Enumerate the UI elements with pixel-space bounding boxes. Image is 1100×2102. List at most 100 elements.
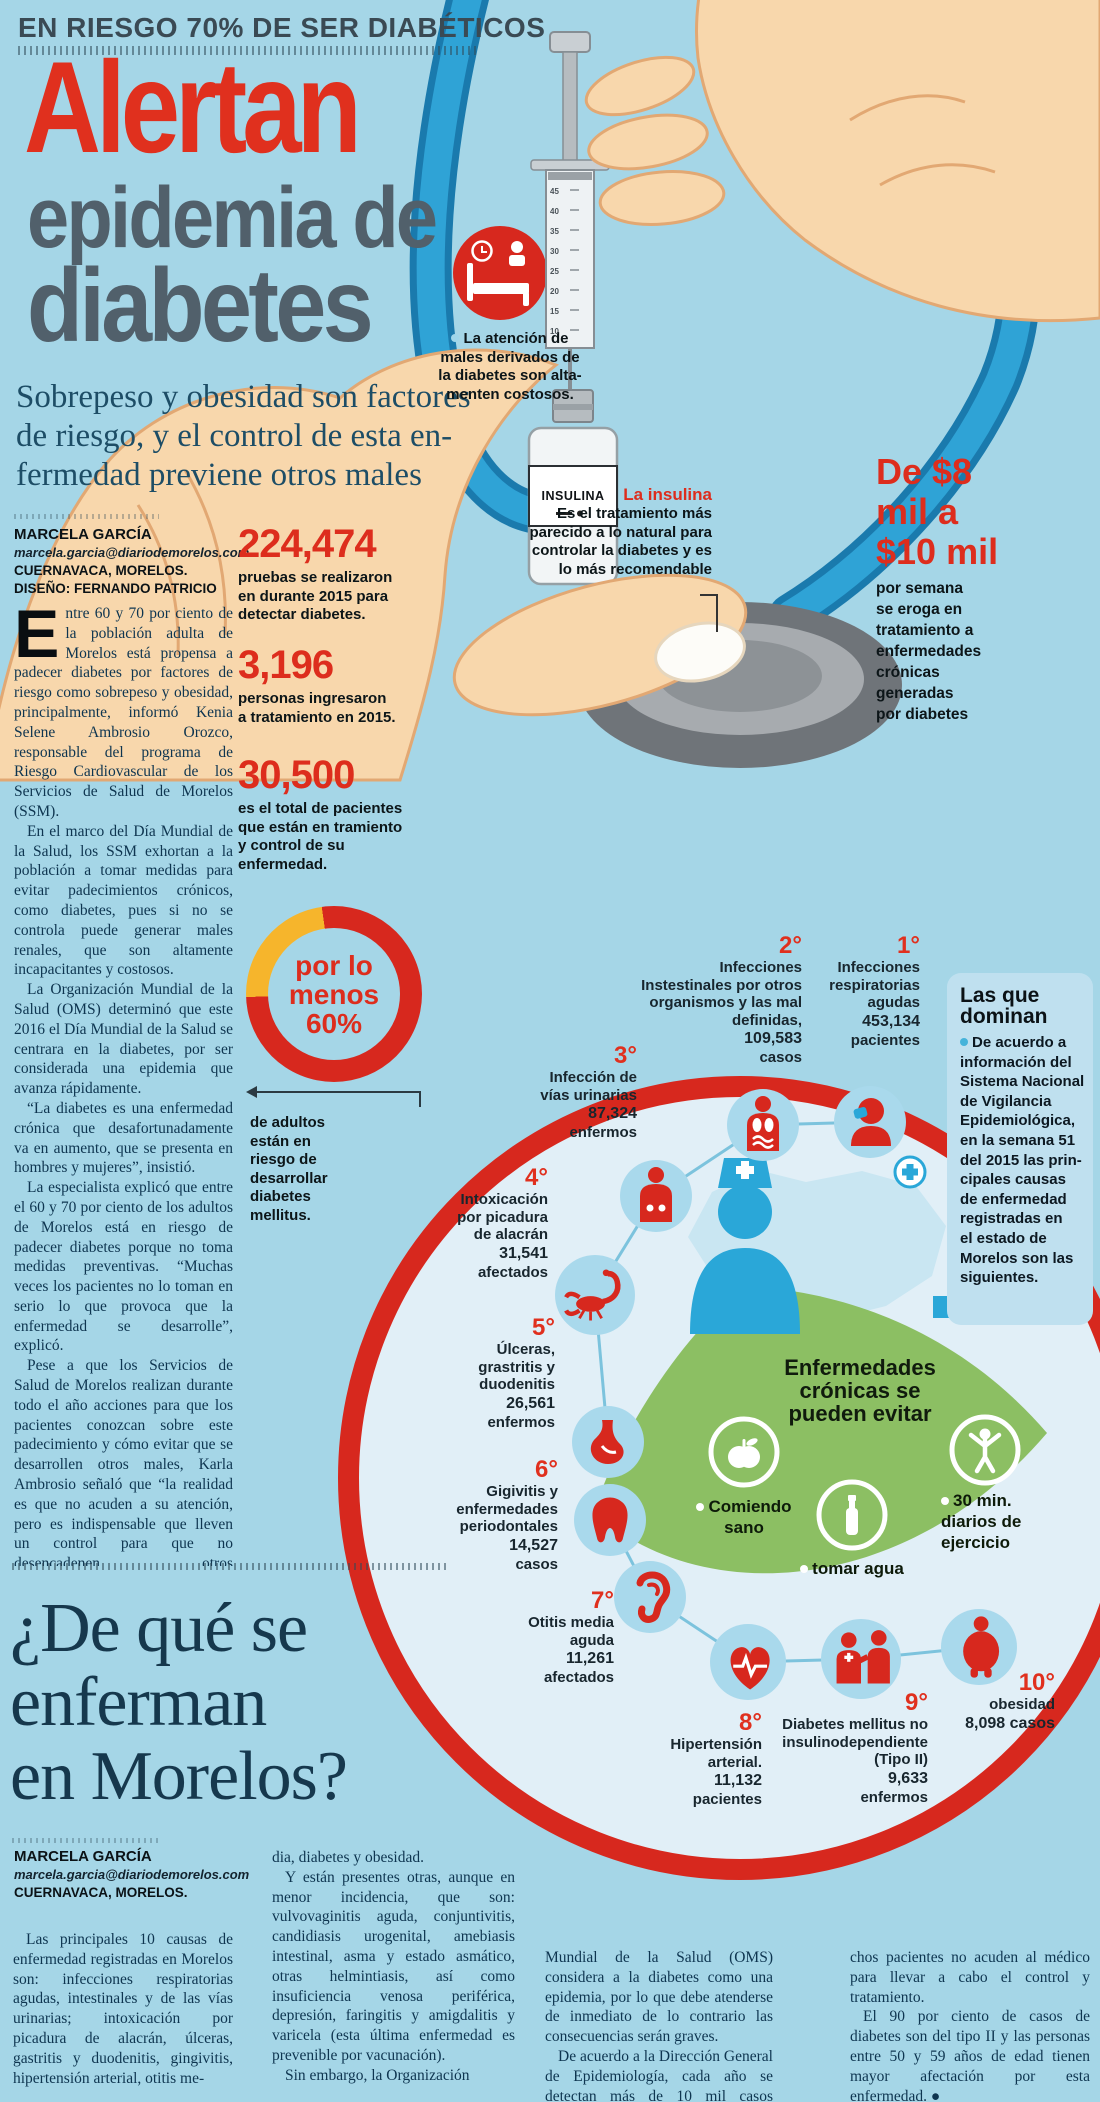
donut-pointer-tick xyxy=(419,1091,421,1107)
donut-chart: por lo menos 60% xyxy=(246,906,422,1082)
disease-figure: 14,527 xyxy=(509,1536,558,1554)
stat-value-admitted: 3,196 xyxy=(238,643,334,687)
disease-rank: 9° xyxy=(905,1689,928,1716)
costly-care-note: La atención de males derivados de la dia… xyxy=(438,330,582,403)
byline-location: CUERNAVACA, MORELOS. xyxy=(14,563,188,578)
disease-name: Infecciones Instestinales por otros orga… xyxy=(641,959,802,1029)
intestinal-infection-icon xyxy=(727,1089,799,1161)
urinary-infection-icon xyxy=(620,1160,692,1232)
prevention-fan xyxy=(594,1286,1047,1574)
deck: Sobrepeso y obesidad son factores de rie… xyxy=(16,379,471,493)
hand-top-illustration xyxy=(584,0,1100,323)
headline-word-1: Alertan xyxy=(24,34,362,180)
apple-icon xyxy=(706,1414,782,1490)
medical-cross-badge-icon xyxy=(893,1155,927,1189)
respiratory-infection-icon xyxy=(834,1086,906,1158)
disease-rank: 1° xyxy=(897,932,920,959)
bottom-paragraph: dia, diabetes y obesidad. xyxy=(272,1849,424,1866)
disease-7: 7° Otitis media aguda 11,261 afectados xyxy=(478,1588,614,1687)
disease-name: Hipertensión arterial. xyxy=(670,1736,762,1771)
disease-5: 5° Úlceras, grastritis y duodenitis 26,5… xyxy=(428,1315,555,1431)
byline-rule xyxy=(14,514,159,519)
disease-1: 1° Infecciones respiratorias agudas 453,… xyxy=(775,933,920,1049)
vial-label: INSULINA xyxy=(541,489,604,503)
disease-figure: 8,098 casos xyxy=(965,1714,1055,1732)
disease-rank: 5° xyxy=(532,1314,555,1341)
disease-rank: 4° xyxy=(525,1164,548,1191)
bullet-icon xyxy=(941,1497,949,1505)
bottom-column-4: chos pacientes no acuden al médico para … xyxy=(850,1948,1090,2102)
article-paragraph: La especialista explicó que entre el 60 … xyxy=(14,1179,233,1355)
prevention-item-exercise: 30 min. diarios de ejercicio xyxy=(941,1491,1022,1552)
disease-name: Úlceras, grastritis y duodenitis xyxy=(478,1341,555,1393)
byline-email: marcela.garcia@diariodemorelos.com xyxy=(14,545,250,560)
disease-unit: pacientes xyxy=(692,1791,762,1808)
disease-name: Infecciones respiratorias agudas xyxy=(829,959,920,1011)
dominant-text: De acuerdo a información del Sistema Nac… xyxy=(960,1034,1085,1287)
disease-figure: 11,132 xyxy=(713,1772,762,1789)
byline2-location: CUERNAVACA, MORELOS. xyxy=(14,1885,188,1900)
stat-value-total: 30,500 xyxy=(238,753,355,797)
byline2-author: MARCELA GARCÍA xyxy=(14,1848,152,1865)
disease-figure: 87,324 xyxy=(588,1105,637,1122)
section-divider-rule xyxy=(12,1563,446,1570)
article-paragraph: En el marco del Día Mundial de la Salud,… xyxy=(14,822,233,979)
tooth-icon xyxy=(574,1484,646,1556)
disease-unit: enfermos xyxy=(487,1413,555,1431)
syringe-icon xyxy=(530,31,610,410)
bottom-paragraph: chos pacientes no acuden al médico para … xyxy=(850,1949,1090,2006)
disease-unit: enfermos xyxy=(860,1788,928,1806)
disease-name: obesidad xyxy=(989,1696,1055,1713)
heart-ekg-icon xyxy=(710,1624,786,1700)
bottom-paragraph: El 90 por ciento de casos de diabetes so… xyxy=(850,2008,1090,2102)
donut-caption: de adultos están en riesgo de desarrolla… xyxy=(250,1114,328,1224)
arrow-left-icon xyxy=(246,1086,257,1098)
article-paragraph: La Organización Mundial de la Salud (OMS… xyxy=(14,981,233,1098)
disease-name: Intoxicación por picadura de alacrán xyxy=(457,1191,548,1243)
disease-rank: 6° xyxy=(535,1456,558,1483)
prevention-title: Enfermedades crónicas se pueden evitar xyxy=(784,1355,936,1426)
disease-figure: 109,583 xyxy=(744,1030,802,1047)
article-paragraph: Pese a que los Servicios de Salud de Mor… xyxy=(14,1357,233,1566)
water-bottle-icon xyxy=(814,1477,890,1553)
hospital-bed-icon xyxy=(453,226,547,320)
disease-figure: 453,134 xyxy=(862,1012,920,1030)
disease-9: 9° Diabetes mellitus no insulinodependie… xyxy=(768,1690,928,1806)
bullet-icon xyxy=(451,334,460,342)
donut-hole: por lo menos 60% xyxy=(268,928,400,1060)
thumb-illustration xyxy=(452,573,748,717)
insulin-vial: INSULINA xyxy=(527,389,619,586)
disease-unit: afectados xyxy=(477,1263,548,1281)
disease-rank: 3° xyxy=(614,1042,637,1069)
bottom-column-2: dia, diabetes y obesidad. Y están presen… xyxy=(272,1848,515,2102)
disease-figure: 9,633 xyxy=(887,1769,928,1787)
disease-2: 2° Infecciones Instestinales por otros o… xyxy=(612,933,802,1067)
disease-unit: casos xyxy=(759,1049,802,1066)
insulin-title: La insulina xyxy=(623,485,712,504)
kicker-rule xyxy=(18,46,480,55)
section2-title: ¿De qué se enferman en Morelos? xyxy=(10,1590,348,1815)
disease-name: Diabetes mellitus no insulinodependiente… xyxy=(782,1716,928,1768)
disease-8: 8° Hipertensión arterial. 11,132 pacient… xyxy=(628,1710,762,1809)
bullet-icon xyxy=(800,1565,809,1573)
disease-unit: afectados xyxy=(543,1669,614,1686)
disease-10: 10° obesidad 8,098 casos xyxy=(935,1670,1055,1734)
price-caption: por semana se eroga en tratamiento a enf… xyxy=(876,580,982,723)
disease-figure: 26,561 xyxy=(506,1394,555,1412)
stat-caption-admitted: personas ingresaron a tratamiento en 201… xyxy=(238,690,396,726)
bottom-column-3: Mundial de la Salud (OMS) considera a la… xyxy=(545,1948,773,2102)
exercise-icon xyxy=(947,1412,1023,1488)
syringe-scale: 45 40 35 30 25 20 15 10 xyxy=(550,187,559,336)
disease-unit: pacientes xyxy=(850,1031,920,1049)
byline-author: MARCELA GARCÍA xyxy=(14,526,152,543)
dominant-box: Las que dominan De acuerdo a información… xyxy=(947,973,1093,1325)
kicker: EN RIESGO 70% DE SER DIABÉTICOS xyxy=(18,12,546,43)
bottom-paragraph: Y están presentes otras, aunque en menor… xyxy=(272,1868,515,2064)
stat-caption-total: es el total de pacientes que están en tr… xyxy=(238,800,403,873)
bullet-icon xyxy=(696,1503,705,1511)
obesity-icon xyxy=(941,1609,1017,1685)
bottom-paragraph: Sin embargo, la Organización xyxy=(285,2066,470,2084)
byline2-email: marcela.garcia@diariodemorelos.com xyxy=(14,1867,250,1882)
